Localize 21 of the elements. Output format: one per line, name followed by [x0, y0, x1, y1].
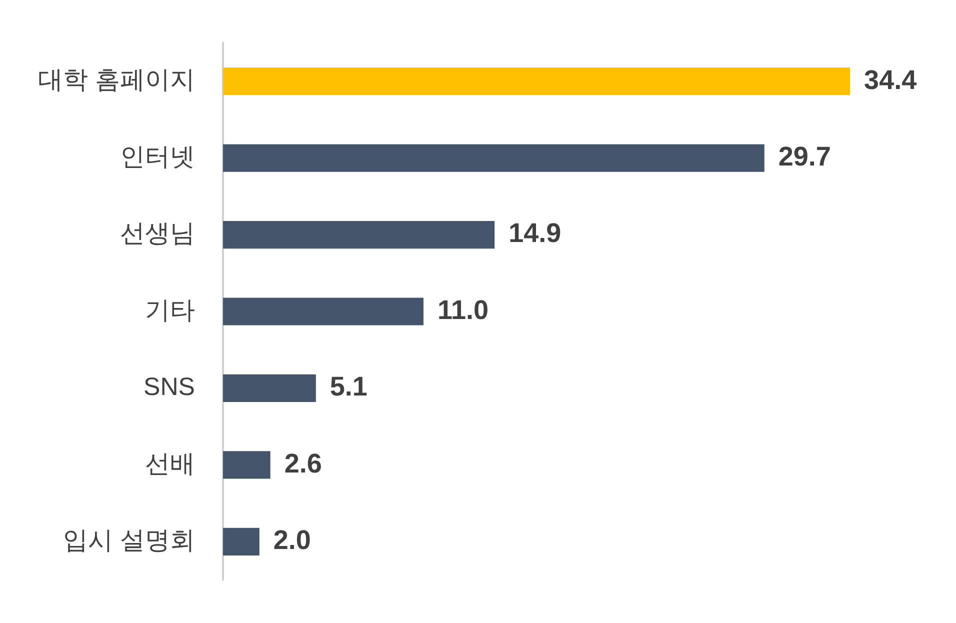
y-tick-label: 선생님 — [120, 220, 195, 248]
data-label: 14.9 — [508, 218, 562, 248]
bar — [222, 220, 495, 249]
y-tick-label: 기타 — [144, 296, 195, 324]
data-label: 2.6 — [284, 448, 322, 478]
data-label: 5.1 — [330, 372, 368, 402]
y-tick-label: 인터넷 — [120, 142, 195, 171]
data-label: 2.0 — [273, 525, 311, 556]
y-tick-label: 대학 홈페이지 — [38, 66, 195, 94]
bar — [222, 298, 424, 326]
bar — [222, 374, 316, 402]
data-label: 11.0 — [437, 294, 489, 325]
bar — [222, 451, 270, 479]
data-label: 34.4 — [864, 64, 917, 95]
data-label: 29.7 — [778, 142, 831, 172]
bar — [222, 528, 260, 556]
bar — [222, 68, 850, 96]
y-tick-label: 입시 설명회 — [62, 526, 195, 555]
y-tick-label: 선배 — [144, 450, 195, 478]
bar — [222, 144, 764, 172]
y-tick-label: SNS — [144, 373, 195, 402]
